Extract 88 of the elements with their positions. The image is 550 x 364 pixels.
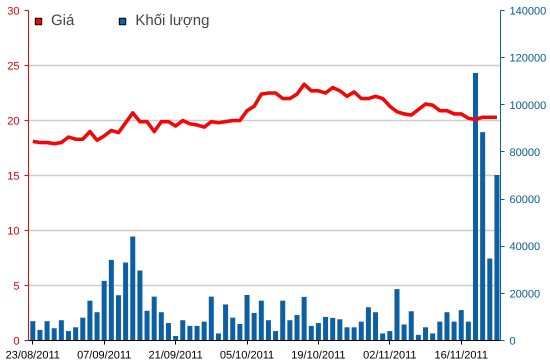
- bar: [94, 312, 100, 340]
- bar: [430, 333, 436, 340]
- bar: [308, 326, 314, 340]
- y2-tick-label: 60000: [510, 194, 540, 206]
- y-tick-label: 10: [7, 226, 20, 238]
- bar: [237, 324, 242, 340]
- bar: [102, 280, 107, 340]
- bar: [87, 300, 92, 340]
- bar: [208, 296, 214, 340]
- bar: [316, 323, 321, 340]
- bar: [394, 289, 400, 340]
- y-tick-label: 30: [7, 6, 20, 18]
- y2-tick-label: 40000: [510, 241, 540, 254]
- bar: [52, 328, 57, 340]
- bar: [266, 320, 271, 340]
- x-tick-label: 07/09/2011: [77, 350, 132, 362]
- y-tick-label: 25: [7, 60, 20, 72]
- bar: [73, 327, 78, 340]
- bar: [252, 312, 257, 340]
- y2-tick-label: 100000: [510, 100, 546, 112]
- x-tick-label: 23/08/2011: [6, 350, 60, 362]
- bar: [323, 316, 328, 340]
- bar: [230, 318, 236, 340]
- x-tick-label: 19/10/2011: [291, 350, 346, 362]
- bar: [366, 307, 371, 340]
- bar: [116, 295, 121, 340]
- line-series: [31, 82, 499, 146]
- bar: [387, 331, 392, 340]
- bar: [402, 324, 407, 340]
- y-tick-label: 5: [13, 280, 20, 292]
- y2-tick-label: 80000: [510, 146, 540, 159]
- bar: [244, 295, 250, 340]
- bar: [358, 322, 364, 340]
- bar: [216, 333, 221, 340]
- bar: [194, 326, 200, 340]
- bar: [302, 296, 307, 340]
- bar: [337, 319, 342, 340]
- bar: [458, 310, 464, 340]
- x-tick-label: 21/09/2011: [148, 350, 203, 362]
- y-tick-label: 15: [7, 170, 20, 182]
- bar: [158, 312, 164, 340]
- y2-tick-label: 20000: [510, 288, 540, 300]
- y2-tick-label: 140000: [510, 6, 546, 18]
- y2-tick-label: 0: [510, 336, 516, 348]
- legend-label: Khối lượng: [135, 12, 210, 29]
- bar: [166, 323, 171, 340]
- bar: [480, 132, 486, 340]
- x-tick-label: 05/10/2011: [220, 350, 274, 362]
- bar: [352, 327, 357, 340]
- bar: [344, 327, 350, 340]
- bar: [223, 304, 228, 340]
- y-tick-label: 0: [13, 336, 20, 348]
- bar: [280, 300, 286, 340]
- bar: [137, 270, 142, 340]
- bar: [144, 310, 150, 340]
- bar: [452, 322, 457, 340]
- bar: [44, 321, 50, 340]
- bar: [294, 315, 300, 340]
- bar: [202, 322, 207, 340]
- bar: [66, 331, 71, 340]
- bar: [408, 311, 414, 340]
- bar: [437, 322, 442, 340]
- bar: [108, 260, 114, 340]
- x-tick-label: 02/11/2011: [363, 350, 417, 362]
- x-tick-label: 16/11/2011: [434, 350, 488, 362]
- bar: [180, 320, 186, 340]
- bar: [423, 327, 428, 340]
- bar: [80, 318, 86, 340]
- bar: [152, 296, 157, 340]
- bar: [287, 320, 292, 340]
- bar: [58, 320, 64, 340]
- bar: [187, 326, 192, 340]
- bar: [37, 330, 42, 340]
- bar: [466, 322, 471, 340]
- y2-tick-label: 120000: [510, 52, 546, 65]
- bar: [473, 72, 478, 340]
- bar: [130, 236, 136, 340]
- bar: [380, 333, 386, 340]
- y-tick-label: 20: [7, 116, 20, 128]
- bar: [258, 300, 264, 340]
- bar: [123, 262, 128, 340]
- legend-label: Giá: [51, 12, 74, 29]
- bar: [30, 321, 36, 340]
- bar: [487, 258, 492, 340]
- bar: [373, 312, 378, 340]
- bar: [444, 312, 450, 340]
- bar: [330, 318, 336, 340]
- bar: [273, 331, 278, 340]
